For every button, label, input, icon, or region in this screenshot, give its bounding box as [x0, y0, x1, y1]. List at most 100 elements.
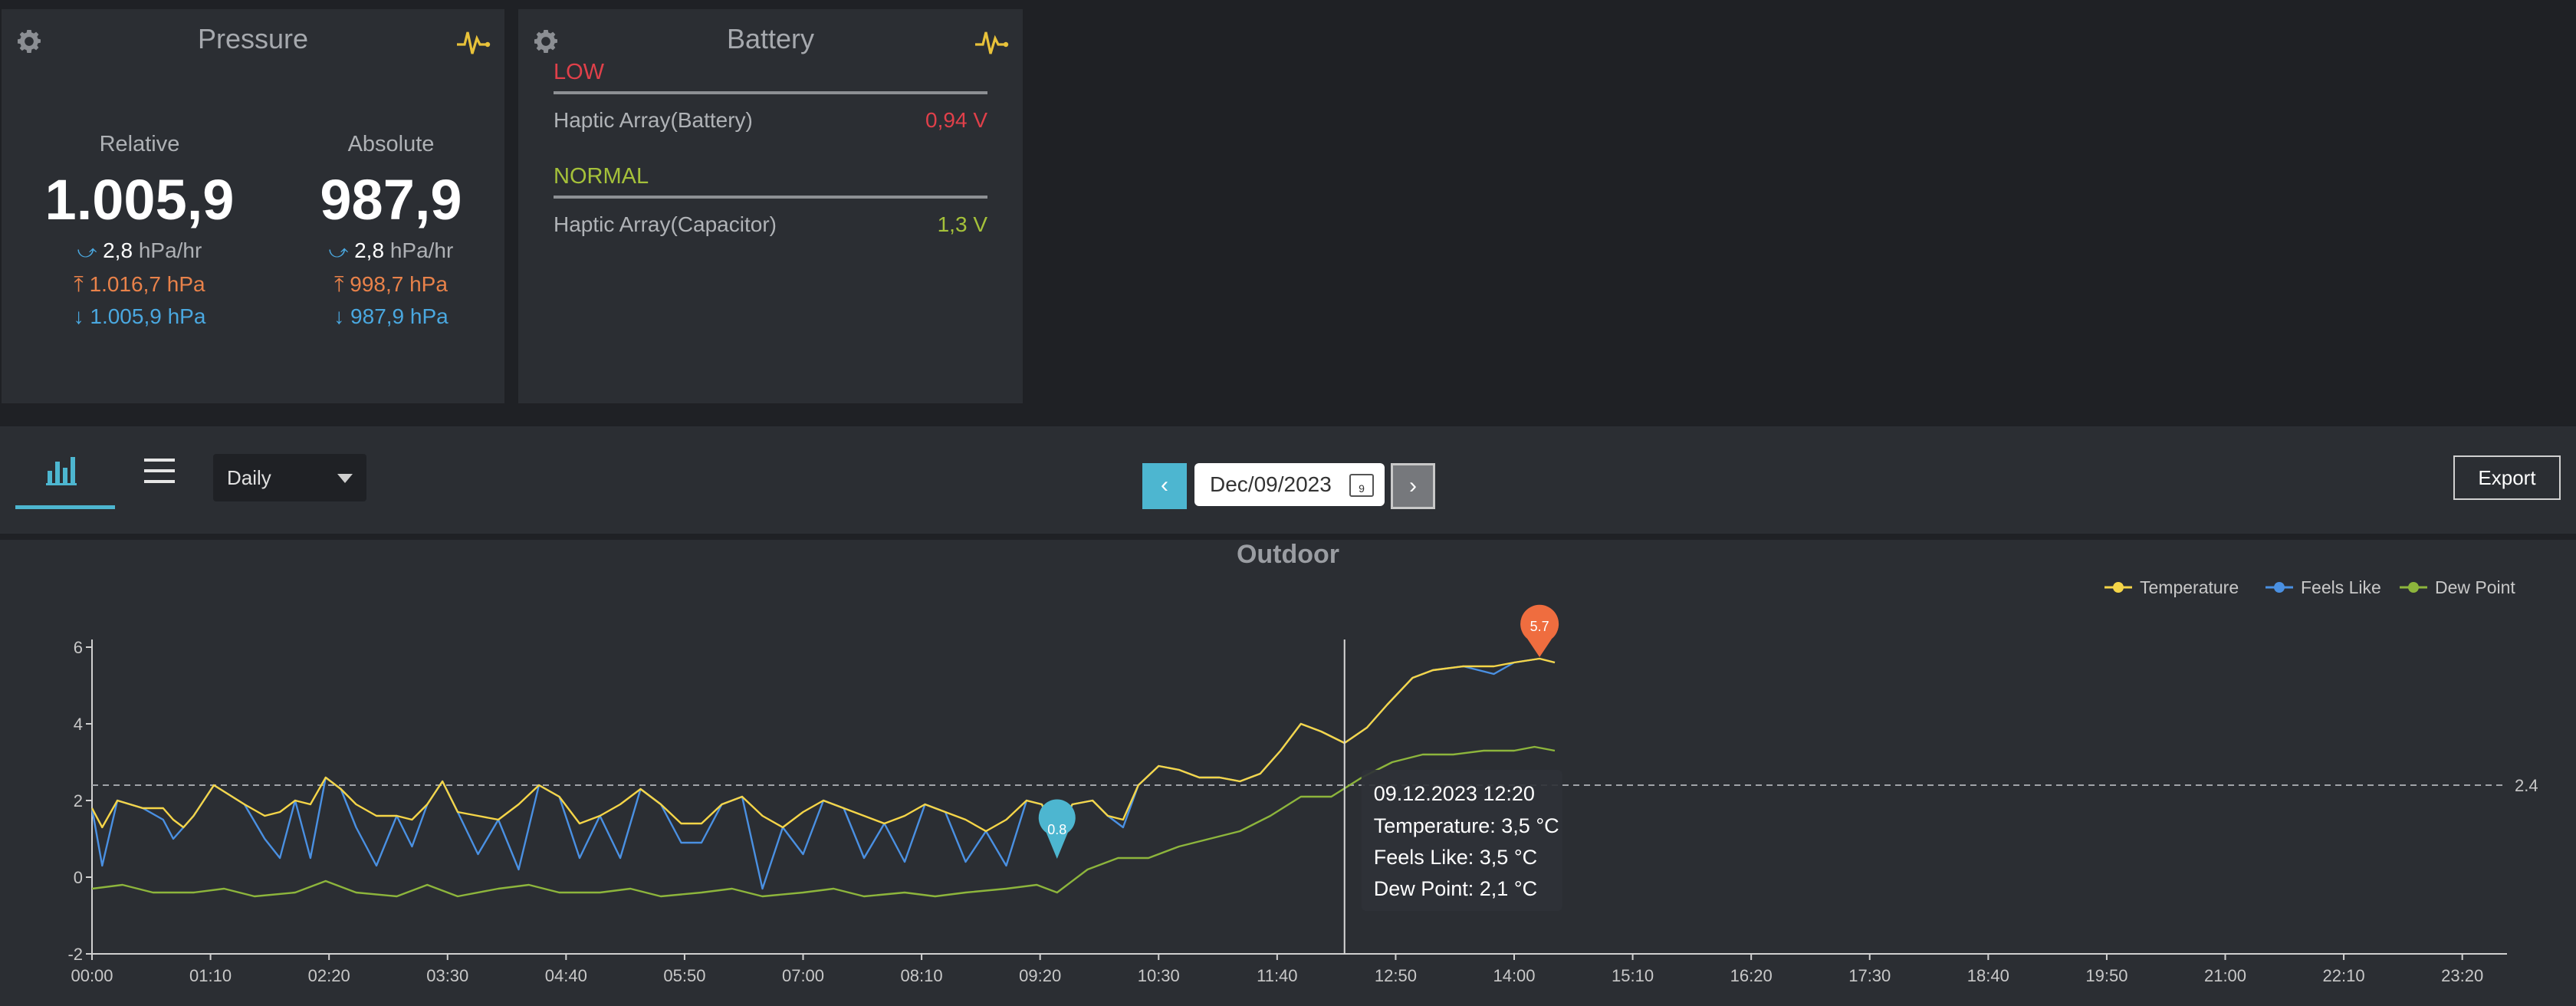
x-tick-label: 19:50 [2085, 966, 2128, 985]
chart-title: Outdoor [1237, 540, 1339, 569]
arrow-down-icon: ↓ [73, 304, 84, 328]
absolute-max-value: 998,7 hPa [350, 272, 448, 296]
tooltip-time: 09.12.2023 12:20 [1374, 782, 1535, 805]
legend-swatch-dot [2408, 582, 2419, 593]
x-tick-label: 22:10 [2323, 966, 2365, 985]
normal-item-label: Haptic Array(Capacitor) [554, 212, 777, 236]
x-tick-label: 17:30 [1848, 966, 1891, 985]
trend-up-icon: ⤻ [77, 242, 97, 262]
period-select[interactable]: Daily [213, 454, 366, 501]
arrow-up-bar-icon: ⤒ [334, 272, 344, 296]
tooltip-line: Feels Like: 3,5 °C [1374, 846, 1537, 869]
relative-label: Relative [99, 132, 180, 156]
gear-icon[interactable] [531, 26, 561, 57]
relative-min-value: 1.005,9 hPa [90, 304, 206, 328]
legend-label: Temperature [2140, 577, 2239, 597]
tooltip-box [1361, 770, 1562, 911]
pressure-title: Pressure [197, 23, 309, 54]
export-button[interactable]: Export [2453, 455, 2561, 500]
legend-swatch-dot [2274, 582, 2285, 593]
legend-label: Dew Point [2435, 577, 2515, 597]
y-tick-label: 4 [74, 715, 83, 734]
relative-value: 1.005,9 [44, 168, 235, 232]
x-tick-label: 04:40 [545, 966, 587, 985]
absolute-trend-unit: hPa/hr [389, 238, 454, 262]
x-tick-label: 01:10 [189, 966, 232, 985]
arrow-up-bar-icon: ⤒ [74, 272, 84, 296]
x-tick-label: 18:40 [1967, 966, 2009, 985]
min-marker [1038, 799, 1076, 859]
normal-heading: NORMAL [554, 164, 987, 199]
series-line-dew-point [91, 745, 1556, 898]
date-input[interactable]: Dec/09/2023 9 [1194, 463, 1385, 506]
relative-trend-value: 2,8 [103, 238, 133, 262]
battery-card: Battery LOW Haptic Array(Battery) 0,94 V… [518, 9, 1023, 403]
gear-icon[interactable] [14, 26, 44, 57]
x-tick-label: 10:30 [1138, 966, 1180, 985]
battery-title: Battery [726, 23, 815, 54]
tooltip-line: Dew Point: 2,1 °C [1374, 877, 1537, 900]
relative-min: ↓ 1.005,9 hPa [25, 303, 255, 330]
y-tick-label: 2 [74, 791, 83, 810]
low-item-value: 0,94 V [925, 108, 987, 132]
trend-up-icon: ⤻ [328, 242, 349, 262]
absolute-trend-value: 2,8 [354, 238, 385, 262]
x-tick-label: 15:10 [1612, 966, 1654, 985]
pulse-icon[interactable] [974, 25, 1010, 58]
tooltip-line: Temperature: 3,5 °C [1374, 814, 1559, 837]
max-marker [1520, 604, 1559, 657]
absolute-column: Absolute 987,9 ⤻ 2,8 hPa/hr ⤒ 998,7 hPa … [276, 132, 506, 330]
y-tick-label: -2 [67, 945, 83, 964]
tab-chart-view[interactable] [15, 449, 115, 509]
chevron-down-icon [337, 474, 353, 483]
legend-label: Feels Like [2301, 577, 2381, 597]
pulse-icon[interactable] [455, 25, 492, 58]
min-marker-label: 0.8 [1047, 822, 1066, 837]
x-tick-label: 00:00 [71, 966, 113, 985]
relative-max: ⤒ 1.016,7 hPa [25, 271, 255, 298]
absolute-max: ⤒ 998,7 hPa [276, 271, 506, 298]
x-tick-label: 11:40 [1257, 966, 1297, 985]
date-input-value: Dec/09/2023 [1210, 472, 1332, 496]
low-item-label: Haptic Array(Battery) [554, 108, 753, 132]
low-heading: LOW [554, 60, 987, 94]
relative-max-value: 1.016,7 hPa [89, 272, 205, 296]
calendar-icon[interactable]: 9 [1349, 474, 1374, 497]
period-select-value: Daily [227, 466, 271, 489]
battery-low-row: Haptic Array(Battery) 0,94 V [554, 108, 987, 133]
absolute-label: Absolute [347, 132, 435, 156]
outdoor-chart-panel: Outdoor -2 0 2 4 6 00:00 01:10 02:20 03:30 04:40 05… [0, 540, 2576, 1006]
outdoor-chart[interactable]: Outdoor -2 0 2 4 6 00:00 01:10 02:20 03:30 04:40 05… [0, 540, 2576, 1006]
relative-trend-unit: hPa/hr [138, 238, 202, 262]
calendar-day: 9 [1359, 482, 1365, 495]
max-marker-label: 5.7 [1530, 619, 1549, 634]
next-day-button[interactable]: › [1391, 463, 1435, 509]
battery-normal-section: NORMAL Haptic Array(Capacitor) 1,3 V [554, 164, 987, 237]
y-tick-label: 6 [74, 638, 83, 657]
x-tick-label: 03:30 [426, 966, 468, 985]
legend-swatch-dot [2113, 582, 2124, 593]
series-line-temperature [90, 657, 1556, 837]
x-tick-label: 07:00 [782, 966, 824, 985]
reference-line-label: 2.4 [2515, 776, 2538, 795]
y-tick-label: 0 [74, 868, 83, 887]
chart-toolbar: Daily ‹ Dec/09/2023 9 › Export [0, 426, 2576, 534]
x-tick-label: 09:20 [1019, 966, 1061, 985]
absolute-trend: ⤻ 2,8 hPa/hr [276, 237, 506, 266]
x-tick-label: 05:50 [663, 966, 705, 985]
absolute-min: ↓ 987,9 hPa [276, 303, 506, 330]
previous-day-button[interactable]: ‹ [1142, 463, 1187, 509]
x-tick-label: 23:20 [2441, 966, 2483, 985]
x-tick-label: 14:00 [1493, 966, 1535, 985]
series-line-feels-like [90, 657, 1556, 890]
bar-chart-icon [46, 457, 77, 485]
x-tick-label: 12:50 [1375, 966, 1417, 985]
absolute-value: 987,9 [320, 168, 462, 232]
normal-item-value: 1,3 V [937, 212, 987, 236]
arrow-down-icon: ↓ [334, 304, 345, 328]
x-tick-label: 08:10 [901, 966, 943, 985]
list-icon[interactable] [144, 457, 175, 485]
absolute-min-value: 987,9 hPa [350, 304, 449, 328]
x-tick-label: 21:00 [2204, 966, 2246, 985]
x-tick-label: 16:20 [1730, 966, 1773, 985]
